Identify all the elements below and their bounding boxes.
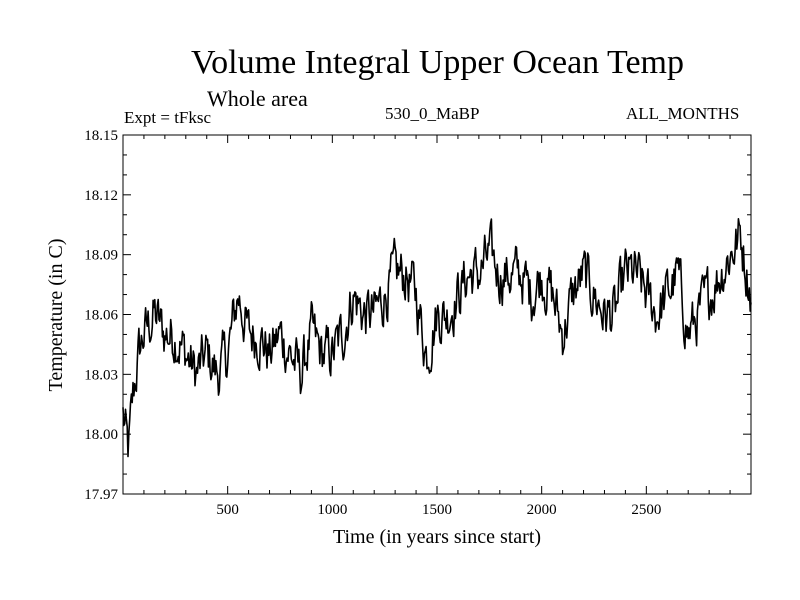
x-tick-label: 1000 bbox=[317, 502, 347, 518]
y-axis-label: Temperature (in C) bbox=[45, 239, 67, 392]
x-tick-label: 2000 bbox=[527, 502, 557, 518]
y-tick-label: 18.12 bbox=[84, 188, 118, 204]
y-tick-label: 18.03 bbox=[84, 367, 118, 383]
run-label: 530_0_MaBP bbox=[385, 104, 480, 123]
x-tick-label: 1500 bbox=[422, 502, 452, 518]
chart-title: Volume Integral Upper Ocean Temp bbox=[191, 44, 684, 81]
experiment-label: Expt = tFksc bbox=[124, 108, 212, 127]
temperature-series-line bbox=[122, 218, 752, 458]
x-tick-label: 2500 bbox=[631, 502, 661, 518]
y-tick-label: 18.15 bbox=[84, 128, 118, 144]
x-axis-label: Time (in years since start) bbox=[333, 526, 541, 548]
y-tick-label: 18.09 bbox=[84, 248, 118, 264]
y-tick-label: 18.06 bbox=[84, 308, 118, 324]
x-tick-label: 500 bbox=[216, 502, 239, 518]
chart-subtitle: Whole area bbox=[207, 86, 308, 111]
period-label: ALL_MONTHS bbox=[626, 104, 740, 123]
y-tick-label: 17.97 bbox=[84, 487, 118, 503]
y-tick-label: 18.00 bbox=[84, 427, 118, 443]
